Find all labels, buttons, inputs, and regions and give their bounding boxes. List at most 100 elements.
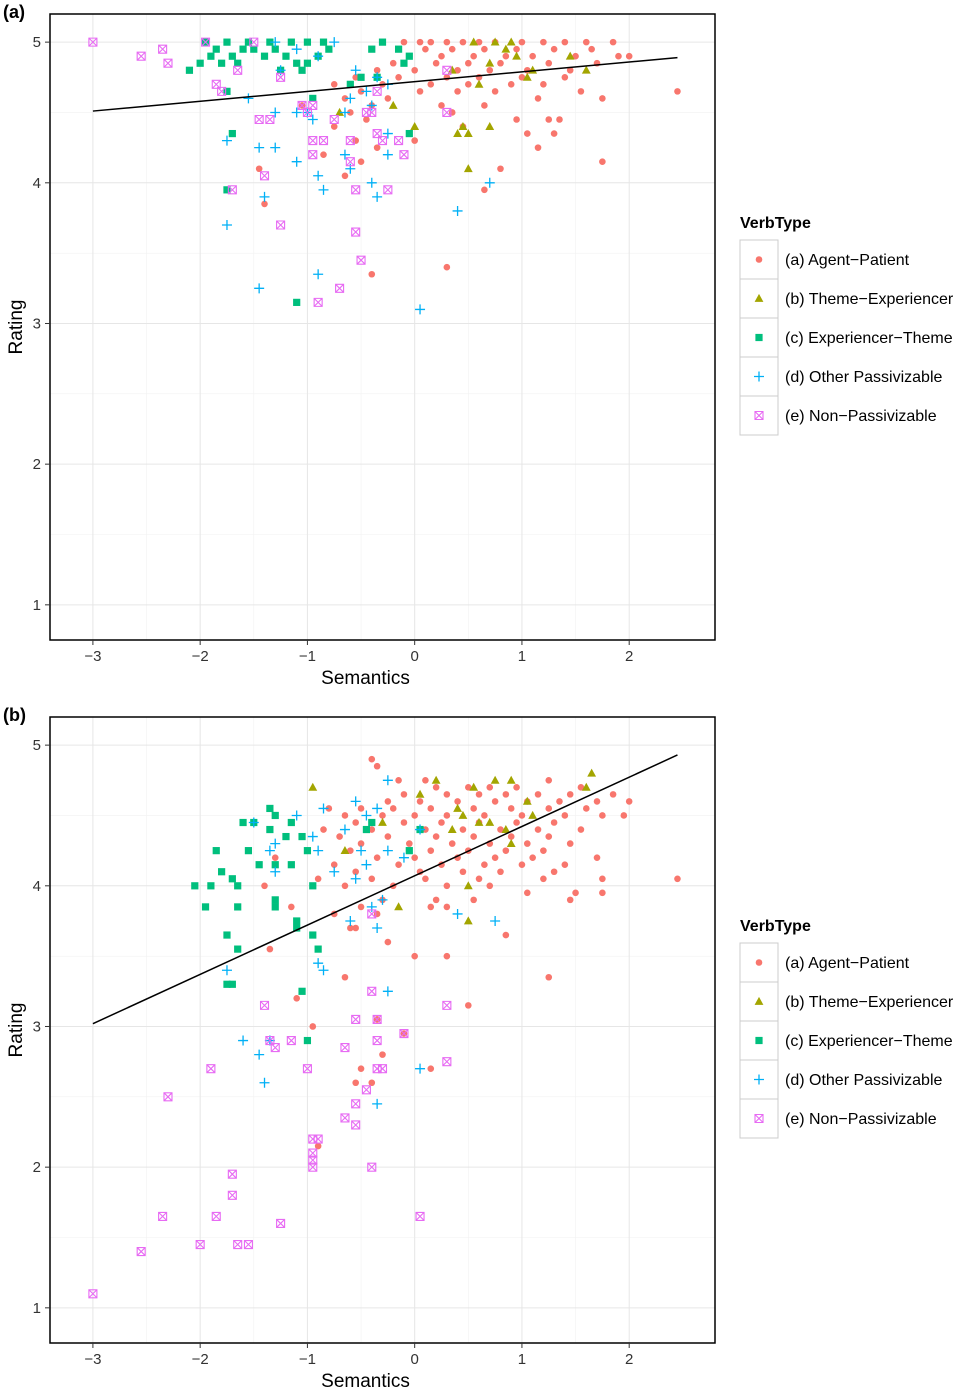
data-point xyxy=(238,1035,249,1046)
data-point xyxy=(314,1142,322,1150)
data-point xyxy=(309,94,317,103)
data-point xyxy=(282,52,290,60)
plot-background xyxy=(50,717,715,1343)
data-point xyxy=(581,65,591,74)
data-point xyxy=(372,1098,383,1109)
data-point xyxy=(320,151,327,158)
data-point xyxy=(350,65,361,76)
data-point xyxy=(502,847,510,854)
y-tick-label: 3 xyxy=(33,1018,41,1035)
data-point xyxy=(293,917,301,925)
x-tick-label: 0 xyxy=(411,648,419,665)
data-point xyxy=(422,826,429,833)
data-point xyxy=(136,1247,146,1257)
data-point xyxy=(136,51,146,61)
data-point xyxy=(298,987,306,995)
data-point xyxy=(293,995,300,1002)
legend-label: (d) Other Passivizable xyxy=(785,1072,942,1089)
data-point xyxy=(545,973,553,981)
data-point xyxy=(270,866,281,877)
data-point xyxy=(261,882,268,890)
data-point xyxy=(249,37,259,47)
data-point xyxy=(330,123,338,130)
data-point xyxy=(191,882,199,890)
data-point xyxy=(384,798,392,805)
data-point xyxy=(363,116,370,123)
data-point xyxy=(298,832,306,841)
plot-background xyxy=(50,14,715,640)
data-point xyxy=(346,80,354,88)
data-point xyxy=(447,65,457,74)
x-tick-label: −1 xyxy=(299,1351,316,1368)
data-point xyxy=(259,1000,270,1010)
data-point xyxy=(475,38,483,46)
data-point xyxy=(469,782,479,791)
data-point xyxy=(399,150,409,160)
gridlines xyxy=(50,14,715,640)
data-point xyxy=(438,52,445,60)
data-point xyxy=(491,798,499,805)
data-point xyxy=(513,819,520,826)
data-point xyxy=(239,45,247,53)
series-2 xyxy=(191,804,424,1045)
data-point xyxy=(303,38,312,46)
x-axis-title: Semantics xyxy=(321,668,410,689)
legend-item: (b) Theme−Experiencer xyxy=(739,278,954,319)
data-point xyxy=(223,980,231,988)
data-point xyxy=(615,52,622,60)
data-point xyxy=(207,52,215,60)
legend-item: (e) Non−Passivizable xyxy=(739,1098,937,1139)
data-point xyxy=(438,102,445,109)
plot-border xyxy=(49,13,716,641)
data-point xyxy=(227,1169,237,1179)
data-point xyxy=(217,86,227,96)
data-point xyxy=(620,812,628,819)
data-point xyxy=(293,298,301,306)
data-point xyxy=(377,894,388,905)
data-point xyxy=(395,777,402,784)
data-point xyxy=(625,52,633,60)
data-point xyxy=(432,896,440,904)
data-point xyxy=(443,952,451,960)
data-point xyxy=(540,875,547,883)
data-point xyxy=(313,51,324,62)
data-point xyxy=(271,903,279,911)
data-point xyxy=(223,38,231,46)
data-point xyxy=(609,38,617,46)
data-point xyxy=(534,791,542,798)
data-point xyxy=(463,164,473,173)
data-point xyxy=(271,854,279,861)
data-point xyxy=(512,51,521,60)
data-point xyxy=(373,762,381,770)
data-point xyxy=(254,114,264,125)
data-point xyxy=(674,88,681,95)
panel-tag: (a) xyxy=(3,2,25,22)
data-point xyxy=(577,88,585,95)
gridlines xyxy=(50,717,715,1343)
x-tick-label: 2 xyxy=(625,648,633,665)
data-point xyxy=(244,847,253,855)
data-point xyxy=(411,66,418,74)
data-point xyxy=(593,854,601,861)
data-point xyxy=(330,81,338,88)
x-tick-label: −1 xyxy=(299,648,316,665)
data-point xyxy=(581,782,591,791)
data-point xyxy=(550,130,558,137)
data-point xyxy=(340,1043,350,1053)
data-point xyxy=(336,833,343,840)
x-tick-label: −3 xyxy=(84,648,101,665)
data-point xyxy=(368,270,376,278)
series-4 xyxy=(88,37,452,307)
series-3 xyxy=(221,775,501,1109)
data-point xyxy=(223,87,231,95)
legend-item: (a) Agent−Patient xyxy=(739,239,910,280)
legend-marker xyxy=(755,959,763,966)
data-point xyxy=(266,38,274,46)
data-point xyxy=(259,171,270,181)
data-point xyxy=(282,832,290,841)
legend: VerbType (a) Agent−Patient (b) Theme−Exper… xyxy=(739,215,954,436)
data-point xyxy=(367,909,377,919)
data-point xyxy=(545,777,553,784)
data-point xyxy=(255,861,263,869)
data-point xyxy=(481,861,488,869)
